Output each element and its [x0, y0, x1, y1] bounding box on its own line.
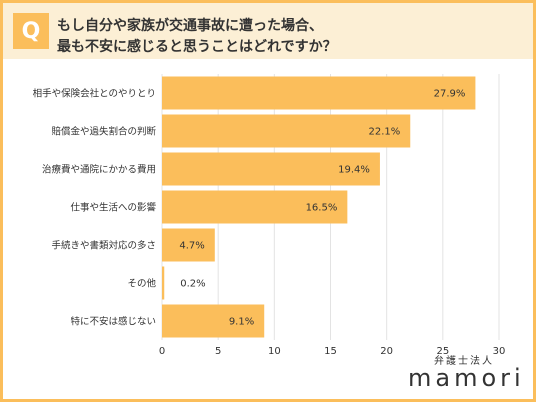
category-label: 相手や保険会社とのやりとり	[33, 88, 156, 100]
category-label: 仕事や生活への影響	[70, 202, 156, 214]
data-label: 19.4%	[338, 165, 370, 176]
category-label: 特に不安は感じない	[70, 316, 156, 328]
question-badge: Q	[13, 13, 49, 49]
x-tick-label: 0	[159, 346, 165, 357]
bar	[162, 304, 265, 338]
x-tick-label: 30	[493, 346, 506, 357]
logo-subtitle: 弁護士法人	[434, 356, 494, 367]
bar	[162, 266, 165, 300]
x-tick-label: 10	[268, 346, 281, 357]
chart-title-line-2: 最も不安に感じると思うことはどれですか？	[57, 39, 337, 55]
logo-name: mamori	[408, 364, 525, 392]
data-label: 27.9%	[434, 89, 466, 100]
x-tick-label: 25	[436, 346, 449, 357]
bar	[162, 76, 476, 110]
category-label: 賠償金や過失割合の判断	[51, 126, 156, 138]
chart-title-line-1: もし自分や家族が交通事故に遭った場合、	[57, 18, 323, 34]
data-label: 0.2%	[180, 279, 205, 290]
x-tick-label: 5	[215, 346, 221, 357]
bar	[162, 152, 380, 186]
bar	[162, 228, 215, 262]
category-label: 手続きや書類対応の多さ	[51, 240, 156, 252]
bar	[162, 114, 411, 148]
x-tick-label: 15	[324, 346, 337, 357]
category-label: 治療費や通院にかかる費用	[42, 164, 156, 176]
data-label: 9.1%	[229, 317, 254, 328]
data-label: 4.7%	[179, 241, 204, 252]
data-label: 16.5%	[306, 203, 338, 214]
bar	[162, 190, 348, 224]
data-label: 22.1%	[368, 127, 400, 138]
category-label: その他	[127, 278, 156, 290]
x-tick-label: 20	[380, 346, 393, 357]
question-header: Q もし自分や家族が交通事故に遭った場合、 最も不安に感じると思うことはどれです…	[3, 3, 533, 59]
